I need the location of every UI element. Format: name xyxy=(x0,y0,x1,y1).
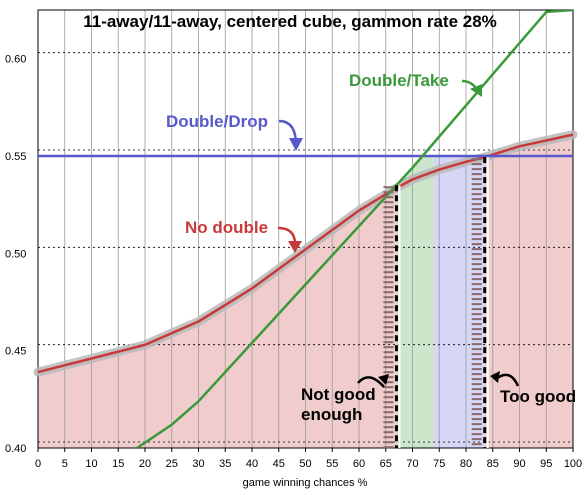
annotation-too-good-arrowhead xyxy=(490,371,500,383)
annotation-double-drop: Double/Drop xyxy=(166,112,268,131)
annotations: Double/Drop Double/Take No double Not go… xyxy=(166,71,576,424)
region-double-take xyxy=(396,156,434,448)
x-tick-label: 85 xyxy=(487,458,499,470)
annotation-double-take-arrowhead xyxy=(470,84,482,97)
x-tick-label: 75 xyxy=(433,458,445,470)
annotation-not-good-arrow xyxy=(357,376,385,388)
y-tick-label: 0.50 xyxy=(5,248,26,260)
annotation-no-double: No double xyxy=(185,218,268,237)
series-line-double-take xyxy=(136,10,573,448)
annotation-double-drop-arrowhead xyxy=(289,138,303,151)
annotation-not-good: Not good xyxy=(301,385,376,404)
x-tick-label: 50 xyxy=(299,458,311,470)
annotation-no-double-arrowhead xyxy=(288,241,302,253)
x-tick-label: 20 xyxy=(139,458,151,470)
y-tick-label: 0.45 xyxy=(5,346,26,358)
x-tick-label: 35 xyxy=(219,458,231,470)
x-tick-label: 45 xyxy=(273,458,285,470)
x-tick-label: 95 xyxy=(540,458,552,470)
x-tick-label: 0 xyxy=(35,458,41,470)
x-tick-label: 80 xyxy=(460,458,472,470)
x-tick-label: 60 xyxy=(353,458,365,470)
x-tick-label: 55 xyxy=(326,458,338,470)
region-too-good xyxy=(484,134,573,448)
annotation-too-good: Too good xyxy=(500,387,576,406)
threshold-markers xyxy=(383,157,489,449)
x-tick-label: 70 xyxy=(406,458,418,470)
x-axis-label: game winning chances % xyxy=(243,477,368,489)
y-tick-label: 0.60 xyxy=(5,54,26,66)
annotation-not-good-arrowhead xyxy=(378,374,389,385)
chart-title: 11-away/11-away, centered cube, gammon r… xyxy=(83,12,497,31)
tick-labels: 0 5 10 15 20 25 30 35 40 45 50 55 60 65 70 75 80 85 90 95 10… xyxy=(5,54,582,470)
x-tick-label: 65 xyxy=(380,458,392,470)
x-tick-label: 90 xyxy=(513,458,525,470)
x-tick-label: 25 xyxy=(166,458,178,470)
x-tick-label: 100 xyxy=(564,458,582,470)
x-tick-label: 15 xyxy=(112,458,124,470)
y-tick-label: 0.40 xyxy=(5,443,26,455)
y-tick-label: 0.55 xyxy=(5,151,26,163)
annotation-enough: enough xyxy=(301,405,362,424)
x-tick-label: 30 xyxy=(192,458,204,470)
annotation-double-take: Double/Take xyxy=(349,71,449,90)
x-tick-label: 10 xyxy=(85,458,97,470)
x-tick-label: 5 xyxy=(62,458,68,470)
x-tick-label: 40 xyxy=(246,458,258,470)
